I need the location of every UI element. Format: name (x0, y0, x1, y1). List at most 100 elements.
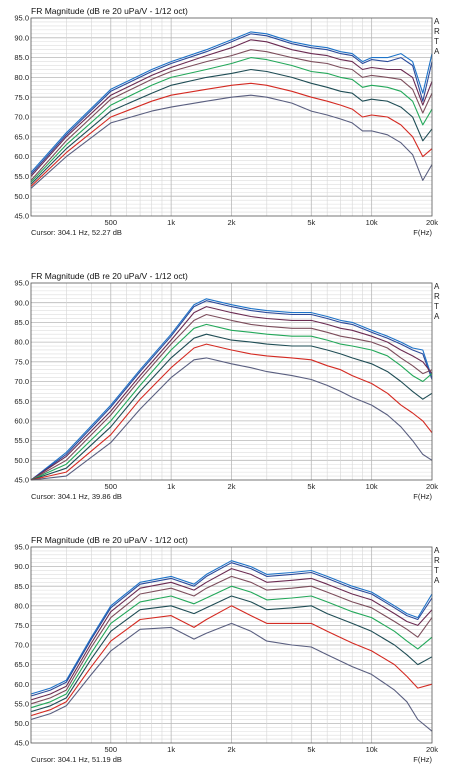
y-tick-label: 90.0 (14, 562, 29, 571)
grid (31, 547, 432, 743)
y-tick-label: 45.0 (14, 739, 29, 748)
y-tick-label: 70.0 (14, 641, 29, 650)
series-line-7 (30, 82, 433, 187)
x-tick-label: 5k (307, 218, 315, 227)
x-tick-label: 5k (307, 482, 315, 491)
y-tick-label: 60.0 (14, 417, 29, 426)
series-line-6 (30, 595, 433, 713)
chart-title: FR Magnitude (dB re 20 uPa/V - 1/12 oct) (31, 6, 188, 16)
series-line-1 (30, 31, 433, 173)
chart-panel-1: FR Magnitude (dB re 20 uPa/V - 1/12 oct)… (14, 6, 440, 237)
y-tick-label: 95.0 (14, 543, 29, 552)
series-line-6 (30, 333, 433, 481)
x-axis-label: F(Hz) (413, 228, 432, 237)
x-tick-label: 20k (426, 482, 438, 491)
y-tick-label: 90.0 (14, 298, 29, 307)
x-tick-label: 10k (366, 745, 378, 754)
series-line-6 (30, 68, 433, 185)
y-tick-label: 80.0 (14, 73, 29, 82)
brand-letter: A (434, 546, 440, 555)
series-line-8 (30, 622, 433, 732)
y-tick-label: 70.0 (14, 377, 29, 386)
x-tick-label: 1k (167, 482, 175, 491)
y-tick-label: 55.0 (14, 172, 29, 181)
series-line-5 (30, 585, 433, 709)
y-tick-label: 80.0 (14, 338, 29, 347)
x-tick-label: 500 (105, 482, 118, 491)
x-tick-label: 2k (228, 745, 236, 754)
y-tick-label: 90.0 (14, 33, 29, 42)
grid (31, 283, 432, 480)
plot-frame (30, 546, 433, 744)
brand-letter: A (434, 576, 440, 585)
series-line-1 (30, 560, 433, 695)
y-tick-label: 75.0 (14, 621, 29, 630)
y-tick-label: 60.0 (14, 680, 29, 689)
x-tick-label: 500 (105, 218, 118, 227)
cursor-readout: Cursor: 304.1 Hz, 52.27 dB (31, 228, 122, 237)
chart-panel-2: FR Magnitude (dB re 20 uPa/V - 1/12 oct)… (14, 271, 440, 501)
y-tick-label: 65.0 (14, 660, 29, 669)
series-line-5 (30, 57, 433, 183)
x-tick-label: 10k (366, 218, 378, 227)
y-tick-label: 45.0 (14, 212, 29, 221)
series-line-3 (30, 568, 433, 701)
brand-letter: R (434, 556, 440, 565)
y-tick-label: 55.0 (14, 699, 29, 708)
series-line-7 (30, 343, 433, 481)
x-tick-label: 20k (426, 218, 438, 227)
series-line-8 (30, 94, 433, 189)
brand-letter: T (434, 37, 439, 46)
brand-letter: A (434, 312, 440, 321)
brand-letter: A (434, 282, 440, 291)
x-tick-label: 20k (426, 745, 438, 754)
series-line-4 (30, 313, 433, 481)
y-tick-label: 80.0 (14, 601, 29, 610)
chart-panel-3: FR Magnitude (dB re 20 uPa/V - 1/12 oct)… (14, 535, 440, 764)
y-tick-label: 45.0 (14, 476, 29, 485)
y-tick-label: 50.0 (14, 192, 29, 201)
y-tick-label: 60.0 (14, 152, 29, 161)
x-tick-label: 2k (228, 218, 236, 227)
series-line-1 (30, 298, 433, 481)
cursor-readout: Cursor: 304.1 Hz, 39.86 dB (31, 492, 122, 501)
y-tick-label: 85.0 (14, 53, 29, 62)
y-tick-label: 75.0 (14, 357, 29, 366)
grid (31, 18, 432, 216)
y-tick-label: 70.0 (14, 113, 29, 122)
brand-letter: R (434, 292, 440, 301)
y-tick-label: 95.0 (14, 279, 29, 288)
y-tick-label: 95.0 (14, 14, 29, 23)
x-axis-label: F(Hz) (413, 755, 432, 764)
brand-letter: A (434, 17, 440, 26)
chart-title: FR Magnitude (dB re 20 uPa/V - 1/12 oct) (31, 535, 188, 545)
plot-frame (30, 17, 433, 217)
x-axis-label: F(Hz) (413, 492, 432, 501)
series-line-2 (30, 300, 433, 481)
chart-title: FR Magnitude (dB re 20 uPa/V - 1/12 oct) (31, 271, 188, 281)
y-tick-label: 65.0 (14, 132, 29, 141)
series-line-2 (30, 33, 433, 175)
y-tick-label: 55.0 (14, 436, 29, 445)
series-line-3 (30, 39, 433, 177)
series-line-5 (30, 323, 433, 481)
y-tick-label: 75.0 (14, 93, 29, 102)
plot-frame (30, 282, 433, 481)
y-tick-label: 85.0 (14, 318, 29, 327)
y-tick-label: 50.0 (14, 456, 29, 465)
y-tick-label: 65.0 (14, 397, 29, 406)
brand-letter: A (434, 47, 440, 56)
brand-letter: T (434, 566, 439, 575)
x-tick-label: 2k (228, 482, 236, 491)
series-line-8 (30, 357, 433, 481)
series-line-7 (30, 605, 433, 717)
series-line-2 (30, 562, 433, 697)
x-tick-label: 1k (167, 218, 175, 227)
series-line-4 (30, 49, 433, 181)
x-tick-label: 1k (167, 745, 175, 754)
y-tick-label: 50.0 (14, 719, 29, 728)
x-tick-label: 10k (366, 482, 378, 491)
brand-letter: R (434, 27, 440, 36)
brand-letter: T (434, 302, 439, 311)
